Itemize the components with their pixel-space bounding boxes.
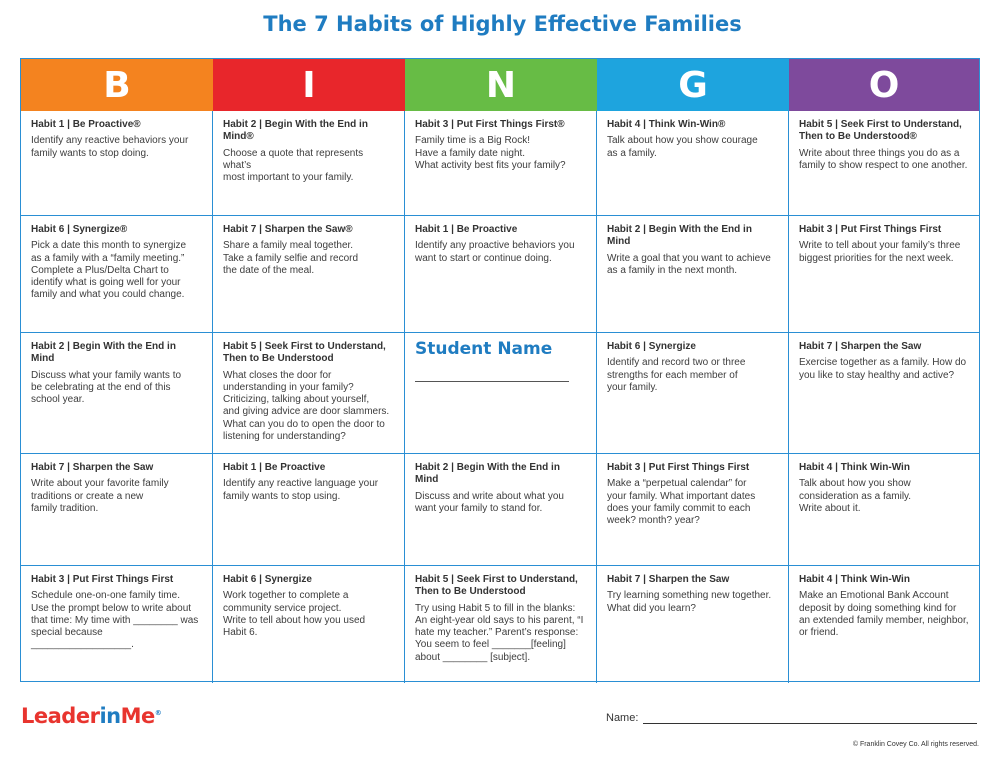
habit-title: Habit 5 | Seek First to Understand, Then…	[223, 341, 386, 365]
habit-title: Habit 6 | Synergize	[223, 574, 312, 585]
habit-activity: Identify any reactive behaviors your fam…	[31, 135, 189, 159]
name-line[interactable]	[643, 723, 977, 724]
habit-activity: Try learning something new together. Wha…	[607, 590, 772, 614]
habit-activity: Share a family meal together. Take a fam…	[223, 240, 359, 276]
habit-title: Habit 7 | Sharpen the Saw	[607, 574, 730, 585]
habit-activity: Family time is a Big Rock! Have a family…	[415, 135, 566, 171]
student-name-label: Student Name	[415, 339, 553, 359]
bingo-cell: Habit 6 | Synergize Work together to comp…	[213, 566, 405, 683]
habit-activity: Schedule one-on-one family time. Use the…	[31, 590, 199, 651]
habit-title: Habit 6 | Synergize	[607, 341, 696, 352]
habit-activity: Talk about how you show courage as a fam…	[607, 135, 758, 159]
bingo-cell: Habit 6 | Synergize® Pick a date this mon…	[21, 216, 213, 333]
habit-title: Habit 1 | Be Proactive®	[31, 119, 141, 130]
habit-title: Habit 3 | Put First Things First	[799, 224, 942, 235]
habit-title: Habit 7 | Sharpen the Saw®	[223, 224, 353, 235]
habit-activity: Make a “perpetual calendar” for your fam…	[607, 478, 756, 527]
bingo-cell: Habit 4 | Think Win-Win Make an Emotional…	[789, 566, 979, 683]
habit-title: Habit 1 | Be Proactive	[415, 224, 518, 235]
bingo-cell: Habit 2 | Begin With the End in Mind Disc…	[405, 454, 597, 566]
bingo-cell: Habit 2 | Begin With the End in Mind Disc…	[21, 333, 213, 454]
bingo-cell: Habit 1 | Be Proactive® Identify any reac…	[21, 111, 213, 216]
habit-activity: Discuss what your family wants to be cel…	[31, 369, 182, 406]
habit-activity: Identify any reactive language your fami…	[223, 478, 379, 502]
habit-title: Habit 7 | Sharpen the Saw	[799, 341, 922, 352]
habit-activity: Identify any proactive behaviors you wan…	[415, 240, 575, 264]
habit-title: Habit 1 | Be Proactive	[223, 462, 326, 473]
habit-title: Habit 4 | Think Win-Win®	[607, 119, 726, 130]
habit-activity: Pick a date this month to synergize as a…	[31, 240, 187, 301]
bingo-cell: Habit 7 | Sharpen the Saw® Share a family…	[213, 216, 405, 333]
column-header-0: B	[21, 59, 213, 111]
bingo-cell: Habit 3 | Put First Things First Write to…	[789, 216, 979, 333]
habit-title: Habit 5 | Seek First to Understand, Then…	[415, 574, 578, 598]
habit-title: Habit 2 | Begin With the End in Mind	[415, 462, 560, 486]
bingo-cell: Habit 4 | Think Win-Win® Talk about how y…	[597, 111, 789, 216]
column-header-4: O	[789, 59, 979, 111]
bingo-cell: Habit 3 | Put First Things First Schedule…	[21, 566, 213, 683]
page-title: The 7 Habits of Highly Effective Familie…	[263, 12, 742, 36]
column-header-3: G	[597, 59, 789, 111]
habit-activity: Try using Habit 5 to fill in the blanks:…	[415, 602, 584, 663]
habit-title: Habit 4 | Think Win-Win	[799, 462, 910, 473]
habit-title: Habit 2 | Begin With the End in Mind	[607, 224, 752, 248]
habit-activity: Exercise together as a family. How do yo…	[799, 357, 967, 381]
habit-activity: Discuss and write about what you want yo…	[415, 490, 564, 514]
habit-title: Habit 7 | Sharpen the Saw	[31, 462, 154, 473]
habit-activity: Write to tell about your family’s three …	[799, 240, 961, 264]
habit-activity: Write a goal that you want to achieve as…	[607, 252, 771, 276]
copyright-text: © Franklin Covey Co. All rights reserved…	[852, 741, 979, 748]
bingo-cell: Habit 5 | Seek First to Understand, Then…	[213, 333, 405, 454]
bingo-cell: Habit 6 | Synergize Identify and record t…	[597, 333, 789, 454]
habit-activity: Talk about how you show consideration as…	[799, 478, 912, 514]
column-header-1: I	[213, 59, 405, 111]
habit-title: Habit 3 | Put First Things First®	[415, 119, 565, 130]
bingo-cell: Habit 3 | Put First Things First Make a “…	[597, 454, 789, 566]
habit-title: Habit 3 | Put First Things First	[607, 462, 750, 473]
bingo-cell: Habit 1 | Be Proactive Identify any proac…	[405, 216, 597, 333]
bingo-cell: Habit 1 | Be Proactive Identify any react…	[213, 454, 405, 566]
habit-activity: Make an Emotional Bank Account deposit b…	[799, 590, 969, 639]
name-label: Name:	[606, 712, 639, 724]
bingo-cell: Habit 7 | Sharpen the Saw Try learning so…	[597, 566, 789, 683]
leader-in-me-logo: LeaderinMe®	[21, 704, 162, 728]
habit-title: Habit 4 | Think Win-Win	[799, 574, 910, 585]
bingo-cell: Habit 4 | Think Win-Win Talk about how yo…	[789, 454, 979, 566]
bingo-cell: Habit 7 | Sharpen the Saw Write about you…	[21, 454, 213, 566]
habit-title: Habit 6 | Synergize®	[31, 224, 128, 235]
habit-title: Habit 2 | Begin With the End in Mind	[31, 341, 176, 365]
habit-title: Habit 5 | Seek First to Understand, Then…	[799, 119, 962, 143]
bingo-cell: Habit 2 | Begin With the End in Mind® Cho…	[213, 111, 405, 216]
habit-title: Habit 2 | Begin With the End in Mind®	[223, 119, 368, 143]
bingo-cell: Habit 2 | Begin With the End in Mind Writ…	[597, 216, 789, 333]
bingo-cell: Habit 3 | Put First Things First® Family …	[405, 111, 597, 216]
free-space-student-name: Student Name	[405, 333, 597, 454]
habit-activity: Choose a quote that represents what’s mo…	[223, 147, 364, 184]
bingo-cell: Habit 5 | Seek First to Understand, Then…	[405, 566, 597, 683]
habit-title: Habit 3 | Put First Things First	[31, 574, 174, 585]
column-header-2: N	[405, 59, 597, 111]
habit-activity: Work together to complete a community se…	[223, 590, 366, 639]
habit-activity: What closes the door for understanding i…	[223, 369, 390, 443]
bingo-board: B I N G O Habit 1 | Be Proactive® Identify any…	[20, 58, 980, 683]
bingo-cell: Habit 7 | Sharpen the Saw Exercise togeth…	[789, 333, 979, 454]
habit-activity: Identify and record two or three strengt…	[607, 357, 746, 393]
bingo-cell: Habit 5 | Seek First to Understand, Then…	[789, 111, 979, 216]
habit-activity: Write about your favorite family traditi…	[31, 478, 169, 514]
habit-activity: Write about three things you do as a fam…	[799, 147, 968, 171]
student-name-line[interactable]	[415, 381, 569, 383]
